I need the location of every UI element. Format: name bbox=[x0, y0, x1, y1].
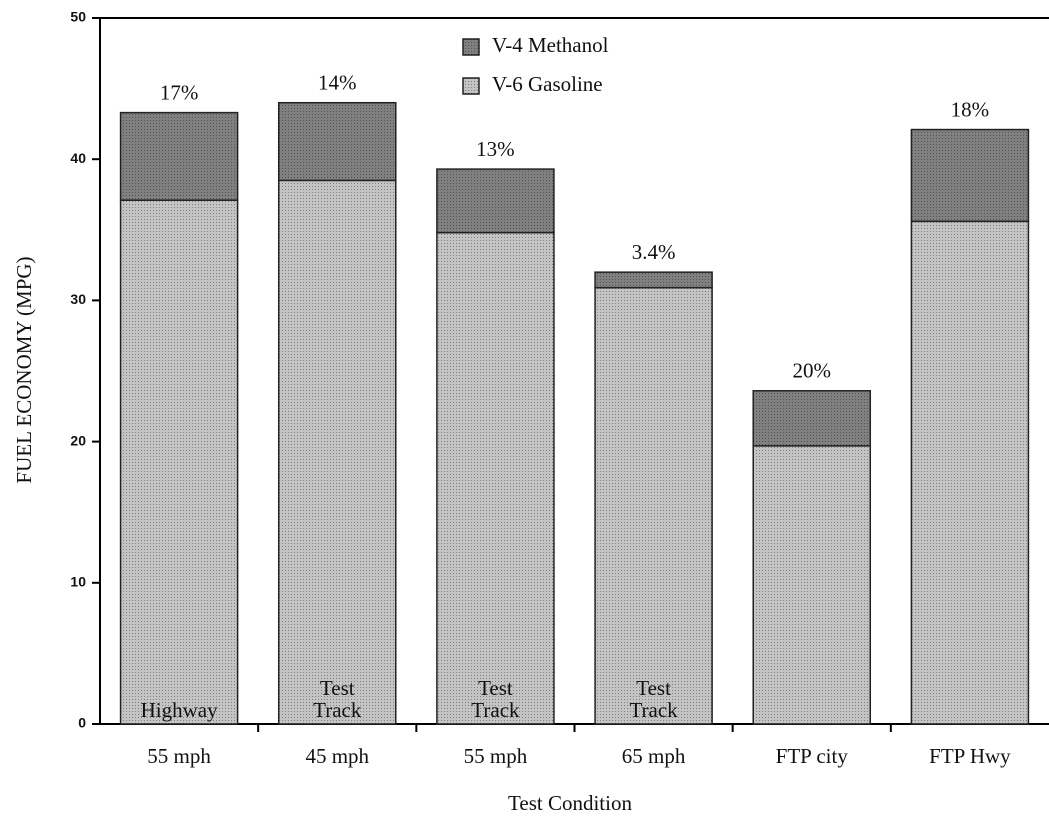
bar-texture bbox=[911, 221, 1029, 724]
bar-texture bbox=[595, 272, 713, 288]
x-tick-label: 55 mph bbox=[464, 744, 528, 768]
bar-annotation: 3.4% bbox=[632, 240, 676, 264]
x-tick-label: 45 mph bbox=[305, 744, 369, 768]
x-tick-label: 55 mph bbox=[147, 744, 211, 768]
bar-texture bbox=[278, 102, 396, 181]
bar-label: Test bbox=[478, 676, 513, 700]
bar-label: Track bbox=[629, 698, 678, 722]
bar-annotation: 14% bbox=[318, 71, 357, 95]
legend-label: V-6 Gasoline bbox=[492, 72, 603, 96]
bar-label: Test bbox=[320, 676, 355, 700]
bar-texture bbox=[278, 180, 396, 724]
bar-label: Track bbox=[471, 698, 520, 722]
y-axis-label: FUEL ECONOMY (MPG) bbox=[12, 256, 36, 483]
bar-label: Track bbox=[313, 698, 362, 722]
bar-annotation: 13% bbox=[476, 137, 515, 161]
bar-annotation: 17% bbox=[160, 80, 199, 104]
bar-texture bbox=[753, 445, 871, 724]
y-tick-label: 40 bbox=[70, 150, 86, 166]
bar-texture bbox=[120, 200, 238, 724]
x-axis-label: Test Condition bbox=[508, 791, 632, 815]
y-tick-label: 0 bbox=[78, 715, 86, 731]
bar-annotation: 20% bbox=[793, 359, 832, 383]
legend-texture bbox=[463, 78, 479, 94]
bar-texture bbox=[436, 169, 554, 233]
bar-texture bbox=[595, 287, 713, 724]
bar-label: Test bbox=[636, 676, 671, 700]
bar-annotation: 18% bbox=[951, 97, 990, 121]
y-tick-label: 50 bbox=[70, 9, 86, 25]
bar-label: Highway bbox=[141, 698, 218, 722]
x-tick-label: FTP Hwy bbox=[929, 744, 1011, 768]
y-tick-label: 20 bbox=[70, 432, 86, 448]
y-tick-label: 10 bbox=[70, 574, 86, 590]
legend-texture bbox=[463, 39, 479, 55]
bar-texture bbox=[120, 112, 238, 201]
x-tick-label: FTP city bbox=[776, 744, 849, 768]
bar-texture bbox=[436, 232, 554, 724]
y-tick-label: 30 bbox=[70, 291, 86, 307]
x-tick-label: 65 mph bbox=[622, 744, 686, 768]
legend-label: V-4 Methanol bbox=[492, 33, 609, 57]
bar-texture bbox=[753, 390, 871, 446]
bar-texture bbox=[911, 129, 1029, 222]
